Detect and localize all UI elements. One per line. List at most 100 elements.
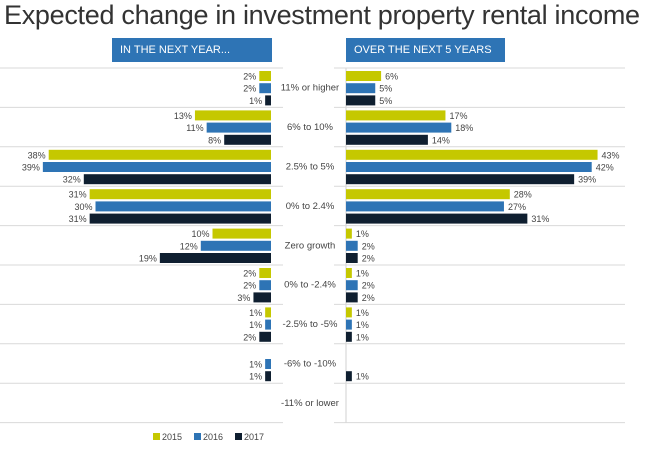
data-label: 12% xyxy=(180,241,198,251)
category-label: -6% to -10% xyxy=(284,359,337,370)
bar-next-5-years-2017 xyxy=(346,134,428,145)
bar-next-5-years-2017 xyxy=(346,253,358,263)
bar-next-year-2017 xyxy=(83,174,271,185)
data-label: 14% xyxy=(432,135,450,145)
bar-next-year-2017 xyxy=(265,95,271,106)
bar-next-year-2016 xyxy=(259,280,271,291)
data-label: 2% xyxy=(243,72,256,82)
bar-next-5-years-2016 xyxy=(346,280,358,291)
bar-next-5-years-2016 xyxy=(346,201,504,212)
data-label: 2% xyxy=(243,332,256,342)
bar-next-year-2017 xyxy=(265,371,271,382)
bar-next-year-2016 xyxy=(265,359,271,369)
bar-next-year-2016 xyxy=(200,240,271,251)
data-label: 1% xyxy=(249,320,262,330)
data-label: 39% xyxy=(22,163,40,173)
legend-label: 2017 xyxy=(244,432,264,442)
bar-next-year-2015 xyxy=(259,71,271,81)
data-label: 6% xyxy=(385,72,398,82)
bar-next-year-2017 xyxy=(89,213,272,224)
bar-next-5-years-2017 xyxy=(346,292,358,303)
panel-header-next-5-years: OVER THE NEXT 5 YEARS xyxy=(346,38,505,62)
data-label: 2% xyxy=(243,84,256,94)
chart-title: Expected change in investment property r… xyxy=(4,0,640,30)
data-label: 19% xyxy=(139,254,157,264)
bar-next-year-2016 xyxy=(265,319,271,330)
bar-next-5-years-2017 xyxy=(346,213,528,224)
data-label: 3% xyxy=(237,293,250,303)
category-label: 0% to 2.4% xyxy=(286,201,335,212)
bar-next-5-years-2017 xyxy=(346,371,352,382)
legend-swatch-2016 xyxy=(194,433,201,440)
bar-next-5-years-2015 xyxy=(346,268,352,278)
bar-next-5-years-2015 xyxy=(346,110,446,121)
data-label: 31% xyxy=(69,214,87,224)
data-label: 27% xyxy=(508,202,526,212)
bar-next-5-years-2015 xyxy=(346,228,352,239)
bar-next-year-2016 xyxy=(259,83,271,94)
data-label: 1% xyxy=(249,372,262,382)
bar-next-year-2015 xyxy=(259,268,271,278)
bar-next-5-years-2017 xyxy=(346,331,352,342)
bar-next-year-2017 xyxy=(259,331,271,342)
data-label: 2% xyxy=(362,241,375,251)
bar-next-year-2016 xyxy=(206,122,271,133)
data-label: 1% xyxy=(249,308,262,318)
data-label: 11% xyxy=(186,123,203,133)
category-label: 11% or higher xyxy=(281,83,339,94)
data-label: 38% xyxy=(28,150,46,160)
bar-next-5-years-2016 xyxy=(346,83,376,94)
data-label: 5% xyxy=(379,96,392,106)
bar-next-year-2017 xyxy=(224,134,271,145)
data-label: 10% xyxy=(191,229,209,239)
bar-next-year-2016 xyxy=(42,162,271,172)
data-label: 1% xyxy=(356,332,369,342)
legend-label: 2016 xyxy=(203,432,223,442)
data-label: 8% xyxy=(208,135,221,145)
data-label: 1% xyxy=(249,96,262,106)
data-label: 31% xyxy=(531,214,549,224)
bar-next-5-years-2016 xyxy=(346,240,358,251)
category-label: -2.5% to -5% xyxy=(283,319,338,330)
bar-next-year-2015 xyxy=(265,307,271,318)
data-label: 1% xyxy=(249,360,262,370)
data-label: 39% xyxy=(578,175,596,185)
data-label: 1% xyxy=(356,372,369,382)
category-label: 0% to -2.4% xyxy=(284,280,336,291)
category-label: 2.5% to 5% xyxy=(286,162,335,173)
bar-next-5-years-2017 xyxy=(346,95,376,106)
legend-label: 2015 xyxy=(162,432,182,442)
bar-next-year-2015 xyxy=(48,149,272,160)
legend-swatch-2017 xyxy=(235,433,242,440)
data-label: 13% xyxy=(174,111,192,121)
data-label: 2% xyxy=(243,281,256,291)
data-label: 32% xyxy=(63,175,81,185)
bar-next-year-2015 xyxy=(194,110,271,121)
data-label: 2% xyxy=(362,254,375,264)
data-label: 1% xyxy=(356,320,369,330)
bar-next-5-years-2016 xyxy=(346,162,592,172)
category-label: Zero growth xyxy=(285,240,336,251)
legend-swatch-2015 xyxy=(153,433,160,440)
data-label: 31% xyxy=(69,190,87,200)
data-label: 1% xyxy=(356,269,369,279)
data-label: 2% xyxy=(243,269,256,279)
data-label: 1% xyxy=(356,308,369,318)
bar-next-5-years-2017 xyxy=(346,174,575,185)
bar-next-5-years-2016 xyxy=(346,122,452,133)
data-label: 5% xyxy=(379,84,392,94)
panel-header-next-year: IN THE NEXT YEAR... xyxy=(112,38,272,62)
bar-next-5-years-2015 xyxy=(346,189,510,200)
data-label: 18% xyxy=(455,123,473,133)
data-label: 17% xyxy=(449,111,467,121)
bar-next-5-years-2015 xyxy=(346,307,352,318)
data-label: 2% xyxy=(362,281,375,291)
bar-next-year-2017 xyxy=(159,253,271,263)
data-label: 2% xyxy=(362,293,375,303)
bar-next-year-2015 xyxy=(89,189,272,200)
data-label: 28% xyxy=(514,190,532,200)
bar-next-year-2016 xyxy=(95,201,271,212)
category-label: -11% or lower xyxy=(281,398,339,409)
